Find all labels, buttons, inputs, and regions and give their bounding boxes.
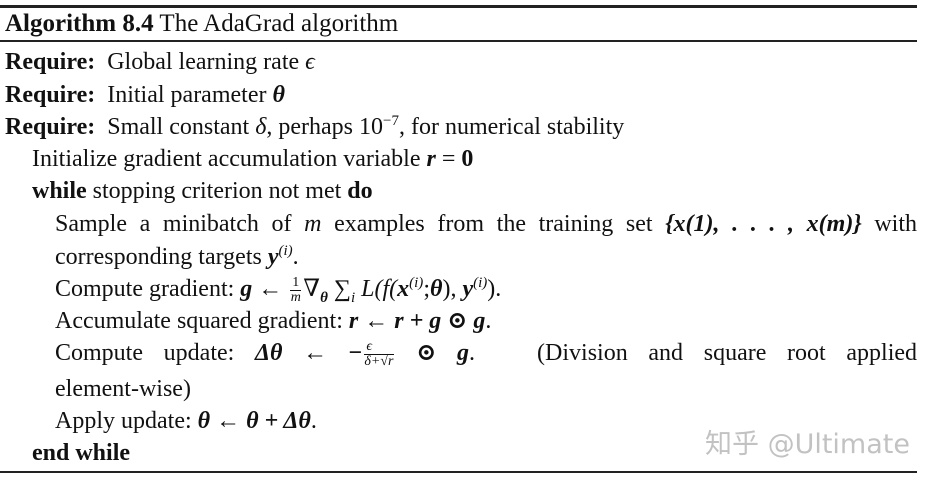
- math: x: [397, 276, 410, 302]
- line-text: Apply update:: [55, 408, 198, 434]
- keyword: while: [32, 178, 87, 204]
- line-text: with: [861, 211, 918, 237]
- line-text: .: [310, 408, 317, 434]
- while-line: while stopping criterion not met do: [32, 176, 373, 206]
- math: L(f(: [355, 276, 398, 302]
- compute-update-line: Compute update: Δθ ← − ϵ δ+√r ⊙ g. (Divisi…: [55, 338, 917, 368]
- math: ),: [442, 276, 463, 302]
- superscript: (i): [473, 275, 488, 291]
- keyword: end while: [32, 440, 131, 466]
- require-small-constant: Require: Small constant δ, perhaps 10−7,…: [5, 112, 624, 142]
- end-while-line: end while: [32, 438, 130, 468]
- math: {x(1), . . . , x(m)}: [665, 211, 862, 237]
- algorithm-name: The AdaGrad algorithm: [159, 10, 399, 37]
- line-text: corresponding targets: [55, 244, 268, 270]
- math: y: [462, 276, 474, 302]
- keyword: Require:: [5, 49, 96, 75]
- math: m: [304, 211, 322, 237]
- math: θ: [429, 276, 443, 302]
- numerator: ϵ: [364, 339, 394, 355]
- superscript: (i): [409, 275, 424, 291]
- math: =: [435, 146, 462, 172]
- math: θ ← θ + Δθ: [197, 408, 311, 434]
- line-text: Sample a minibatch of: [55, 211, 305, 237]
- require-initial-parameter: Require: Initial parameter θ: [5, 80, 285, 110]
- compute-gradient-line: Compute gradient: g ← 1 m ∇θ ∑i L(f(x(i);θ…: [55, 274, 502, 306]
- line-text: .: [495, 276, 502, 302]
- line-text: Accumulate squared gradient:: [55, 308, 349, 334]
- keyword: Require:: [5, 82, 96, 108]
- bottom-rule: [0, 471, 917, 473]
- math: 0: [461, 146, 474, 172]
- exponent: −7: [383, 113, 399, 129]
- math: δ: [255, 114, 267, 140]
- algorithm-number: Algorithm 8.4: [5, 10, 154, 37]
- line-text: .: [469, 340, 475, 366]
- line-text: , perhaps: [266, 114, 359, 140]
- line-text: .: [292, 244, 299, 270]
- math: ∑: [327, 276, 351, 302]
- element-wise-line: element-wise): [55, 374, 191, 404]
- top-rule: [0, 5, 917, 8]
- line-text: Compute gradient:: [55, 276, 241, 302]
- fraction: ϵ δ+√r: [364, 339, 394, 369]
- math: g: [240, 276, 253, 302]
- line-text: element-wise): [55, 376, 191, 402]
- initialize-line: Initialize gradient accumulation variabl…: [32, 144, 473, 174]
- line-text: Initialize gradient accumulation variabl…: [32, 146, 427, 172]
- line-text: Initial parameter: [107, 82, 273, 108]
- math: ;: [423, 276, 430, 302]
- line-text: .: [485, 308, 492, 334]
- math: θ: [320, 289, 328, 306]
- math: ϵ: [305, 49, 315, 75]
- apply-update-line: Apply update: θ ← θ + Δθ.: [55, 406, 317, 436]
- math: θ: [272, 82, 285, 108]
- keyword: Require:: [5, 114, 96, 140]
- watermark: 知乎 @Ultimate: [705, 429, 910, 460]
- line-text: (Division and square root applied: [537, 340, 918, 366]
- math: r: [426, 146, 436, 172]
- denominator: δ+√r: [364, 353, 394, 369]
- line-text: Global learning rate: [107, 49, 306, 75]
- line-text: , for numerical stability: [398, 114, 625, 140]
- sample-line: Sample a minibatch of m examples from th…: [55, 209, 917, 239]
- math: Δθ ← −: [255, 340, 363, 366]
- math: 10: [359, 114, 383, 140]
- line-text: Compute update:: [55, 340, 255, 366]
- denominator: m: [290, 289, 301, 305]
- numerator: 1: [290, 274, 302, 291]
- superscript: (i): [278, 243, 293, 259]
- accumulate-line: Accumulate squared gradient: r ← r + g ⊙…: [55, 306, 491, 336]
- math: r ← r + g ⊙ g: [348, 308, 486, 334]
- algorithm-title: Algorithm 8.4 The AdaGrad algorithm: [5, 9, 398, 39]
- math: ): [487, 276, 496, 302]
- line-text: examples from the training set: [321, 211, 666, 237]
- math: ←: [252, 276, 289, 302]
- title-rule: [0, 40, 917, 42]
- line-text: stopping criterion not met: [86, 178, 348, 204]
- require-learning-rate: Require: Global learning rate ϵ: [5, 47, 315, 77]
- math: i: [350, 289, 356, 306]
- keyword: do: [347, 178, 373, 204]
- math: ⊙ g: [395, 340, 469, 366]
- targets-line: corresponding targets y(i).: [55, 242, 299, 272]
- math: ∇: [303, 276, 321, 302]
- line-text: Small constant: [107, 114, 256, 140]
- math: y: [267, 244, 279, 270]
